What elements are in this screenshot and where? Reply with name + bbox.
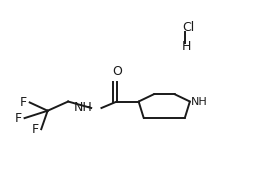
Text: O: O — [112, 65, 122, 79]
Text: H: H — [182, 40, 192, 53]
Text: F: F — [15, 112, 22, 125]
Text: NH: NH — [74, 102, 92, 114]
Text: Cl: Cl — [182, 21, 194, 34]
Text: F: F — [32, 123, 39, 136]
Text: NH: NH — [191, 97, 208, 107]
Text: F: F — [20, 96, 27, 109]
